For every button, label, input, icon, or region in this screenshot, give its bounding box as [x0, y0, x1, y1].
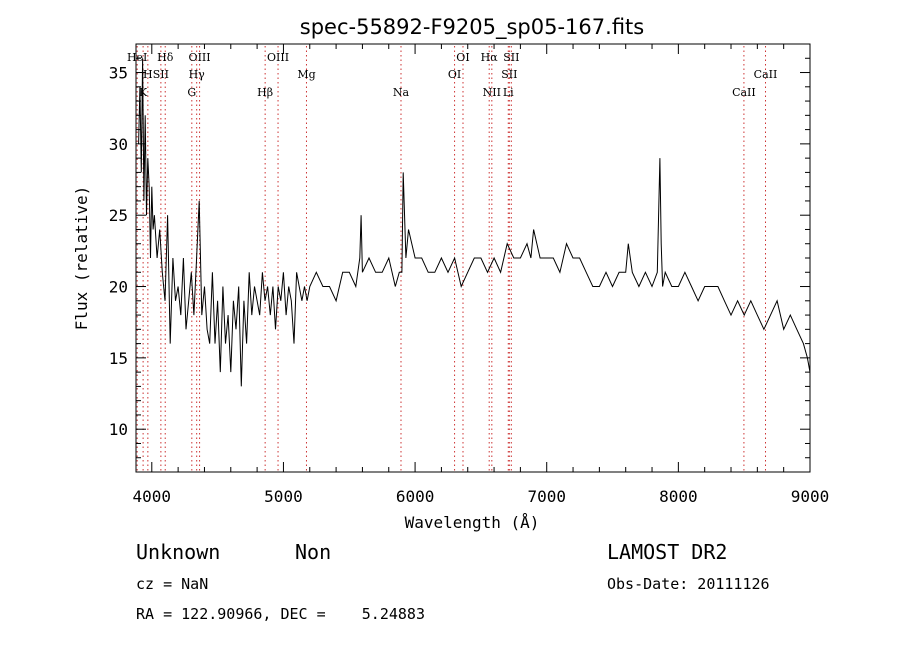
y-axis-label: Flux (relative): [72, 186, 91, 331]
y-axis-ticks: 10 15 20 25 30 35: [109, 43, 810, 473]
x-tick-label: 8000: [659, 487, 698, 506]
obs-date-label: Obs-Date: 20111126: [607, 575, 770, 593]
y-tick-label: 25: [109, 206, 128, 225]
line-marker-label: CaII: [754, 68, 778, 81]
plot-frame: [135, 43, 811, 473]
line-marker-label: Hγ: [189, 68, 206, 81]
y-tick-label: 10: [109, 420, 128, 439]
line-marker-label: Li: [503, 86, 514, 99]
line-marker-label: Na: [393, 86, 410, 99]
line-marker-label: HeI: [127, 51, 147, 64]
y-tick-label: 35: [109, 64, 128, 83]
line-marker-label: OIII: [189, 51, 211, 64]
x-tick-label: 4000: [133, 487, 172, 506]
line-marker-label: Hα: [481, 51, 499, 64]
class-label: Unknown: [136, 540, 220, 564]
line-marker-label: OI: [456, 51, 469, 64]
line-markers: [136, 46, 767, 472]
x-axis-ticks: 4000 5000 6000 7000 8000 9000: [133, 44, 830, 506]
line-marker-label: SII: [503, 51, 519, 64]
y-tick-label: 30: [109, 135, 128, 154]
x-tick-label: 5000: [264, 487, 303, 506]
line-marker-label: SII: [153, 68, 169, 81]
line-marker-label: H: [143, 68, 153, 81]
line-marker-label: NII: [483, 86, 501, 99]
line-marker-label: CaII: [732, 86, 756, 99]
line-marker-label: OI: [448, 68, 461, 81]
x-axis-label: Wavelength (Å): [405, 513, 540, 532]
line-marker-label: OIII: [267, 51, 289, 64]
subclass-label: Non: [295, 540, 331, 564]
survey-label: LAMOST DR2: [607, 540, 727, 564]
line-marker-label: SII: [501, 68, 517, 81]
y-tick-label: 15: [109, 349, 128, 368]
chart-title: spec-55892-F9205_sp05-167.fits: [300, 15, 644, 40]
coords-label: RA = 122.90966, DEC = 5.24883: [136, 605, 425, 623]
x-tick-label: 9000: [791, 487, 830, 506]
line-marker-labels: HeIHKHδSIIGOIIIHγHβOIIIMgNaOIOINIIHαSIIL…: [127, 51, 777, 99]
line-marker-label: K: [139, 86, 148, 99]
spectrum-line: [138, 58, 811, 387]
line-marker-label: G: [187, 86, 196, 99]
x-tick-label: 6000: [396, 487, 435, 506]
x-tick-label: 7000: [527, 487, 566, 506]
line-marker-label: Hδ: [157, 51, 174, 64]
cz-label: cz = NaN: [136, 575, 208, 593]
line-marker-label: Hβ: [257, 86, 273, 99]
line-marker-label: Mg: [297, 68, 315, 81]
y-tick-label: 20: [109, 278, 128, 297]
